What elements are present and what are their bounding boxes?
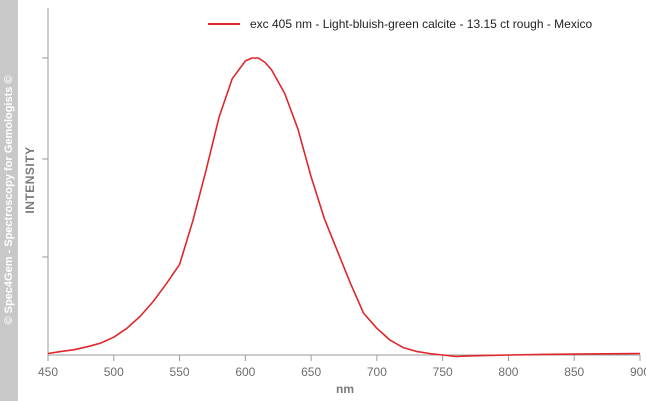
- watermark-band: © Spec4Gem - Spectroscopy for Gemologist…: [0, 0, 18, 401]
- x-tick-label: 900: [630, 365, 646, 379]
- series-line: [47, 57, 641, 358]
- x-tick-label: 750: [433, 365, 453, 379]
- legend-label: exc 405 nm - Light-bluish-green calcite …: [250, 17, 592, 31]
- x-tick-label: 800: [498, 365, 518, 379]
- legend: exc 405 nm - Light-bluish-green calcite …: [208, 17, 592, 31]
- x-tick-label: 650: [301, 365, 321, 379]
- x-tick-label: 600: [235, 365, 255, 379]
- x-tick-label: 450: [38, 365, 58, 379]
- x-tick-label: 850: [564, 365, 584, 379]
- x-tick-label: 700: [367, 365, 387, 379]
- x-axis-label: nm: [336, 382, 354, 396]
- plot-area: 450 500 550 600 650 700 750 800 850 900: [38, 8, 646, 379]
- x-tick-label: 500: [104, 365, 124, 379]
- x-tick-label: 550: [170, 365, 190, 379]
